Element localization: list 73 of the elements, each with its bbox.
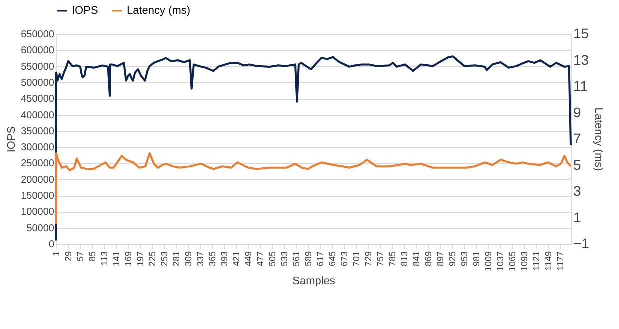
y-tick-label: 250000 <box>21 158 55 170</box>
x-tick-label: 225 <box>147 252 158 267</box>
x-tick-label: 869 <box>423 252 434 267</box>
x-tick-label: 1009 <box>483 252 494 272</box>
x-tick-label: 1 <box>52 252 62 257</box>
x-tick-label: 421 <box>231 252 242 267</box>
x-tick-label: 1149 <box>543 252 554 271</box>
x-tick-label: 85 <box>87 252 98 262</box>
y2-tick-label: 11 <box>574 78 588 94</box>
y-tick-label: 500000 <box>21 78 55 89</box>
x-tick-label: 29 <box>63 252 74 262</box>
x-tick-label: 169 <box>123 252 134 267</box>
y-tick-label: 200000 <box>21 174 55 186</box>
x-tick-label: 57 <box>75 252 86 262</box>
x-tick-label: 645 <box>327 252 338 267</box>
line-series <box>55 56 572 242</box>
y2-tick-label: −1 <box>574 236 590 252</box>
x-tick-label: 841 <box>411 252 422 267</box>
y-tick-label: 100000 <box>21 207 55 218</box>
x-tick-label: 617 <box>315 252 326 267</box>
y-tick-label: 50000 <box>26 223 55 234</box>
y-tick-label: 150000 <box>21 191 55 202</box>
line-series <box>55 152 572 226</box>
y2-axis-title: Latency (ms) <box>592 108 604 172</box>
x-tick-label: 365 <box>207 252 218 267</box>
x-tick-label: 477 <box>255 252 266 267</box>
x-tick-label: 701 <box>351 252 362 267</box>
x-tick-label: 1037 <box>495 252 506 272</box>
x-tick-label: 981 <box>471 252 482 267</box>
x-tick-label: 1093 <box>519 252 530 272</box>
x-tick-label: 533 <box>279 252 290 267</box>
y2-tick-label: 7 <box>574 130 582 146</box>
x-tick-label: 953 <box>459 252 470 267</box>
x-tick-label: 785 <box>387 252 398 267</box>
y-tick-label: 300000 <box>21 142 55 154</box>
y2-tick-label: 5 <box>574 156 582 173</box>
x-tick-label: 673 <box>339 252 350 267</box>
x-tick-label: 281 <box>171 252 182 267</box>
y-tick-label: 600000 <box>21 46 55 57</box>
legend-label: Latency (ms) <box>127 5 191 17</box>
y-axis-title: IOPS <box>6 126 18 153</box>
x-tick-label: 449 <box>243 252 254 267</box>
x-tick-label: 729 <box>363 252 374 267</box>
x-tick-label: 309 <box>183 252 194 267</box>
x-tick-label: 589 <box>303 252 314 267</box>
y-tick-label: 400000 <box>21 110 55 122</box>
x-tick-label: 393 <box>219 252 230 267</box>
x-tick-label: 1177 <box>555 252 566 271</box>
x-axis-title: Samples <box>292 276 336 288</box>
x-tick-label: 813 <box>399 252 410 267</box>
x-tick-label: 197 <box>135 252 146 267</box>
y-tick-label: 350000 <box>21 126 55 138</box>
x-tick-label: 757 <box>375 252 386 267</box>
x-tick-label: 897 <box>435 252 446 267</box>
x-tick-label: 253 <box>159 252 170 267</box>
y-tick-label: 650000 <box>21 30 55 40</box>
x-tick-label: 1121 <box>531 252 542 271</box>
x-tick-label: 337 <box>195 252 206 267</box>
y2-tick-label: 1 <box>574 209 582 226</box>
x-tick-label: 1065 <box>507 252 518 272</box>
y2-tick-label: 9 <box>574 104 582 120</box>
y-tick-label: 0 <box>48 240 55 250</box>
y-tick-label: 450000 <box>21 94 55 106</box>
y-tick-label: 550000 <box>21 62 55 73</box>
y2-tick-label: 3 <box>574 183 582 199</box>
x-tick-label: 505 <box>267 252 278 267</box>
y2-tick-label: 13 <box>574 52 590 68</box>
legend-label: IOPS <box>72 5 98 17</box>
x-tick-label: 925 <box>447 252 458 267</box>
y2-tick-label: 15 <box>574 26 590 42</box>
x-tick-label: 141 <box>111 252 122 267</box>
x-tick-label: 561 <box>291 252 302 267</box>
x-tick-label: 113 <box>99 252 110 266</box>
